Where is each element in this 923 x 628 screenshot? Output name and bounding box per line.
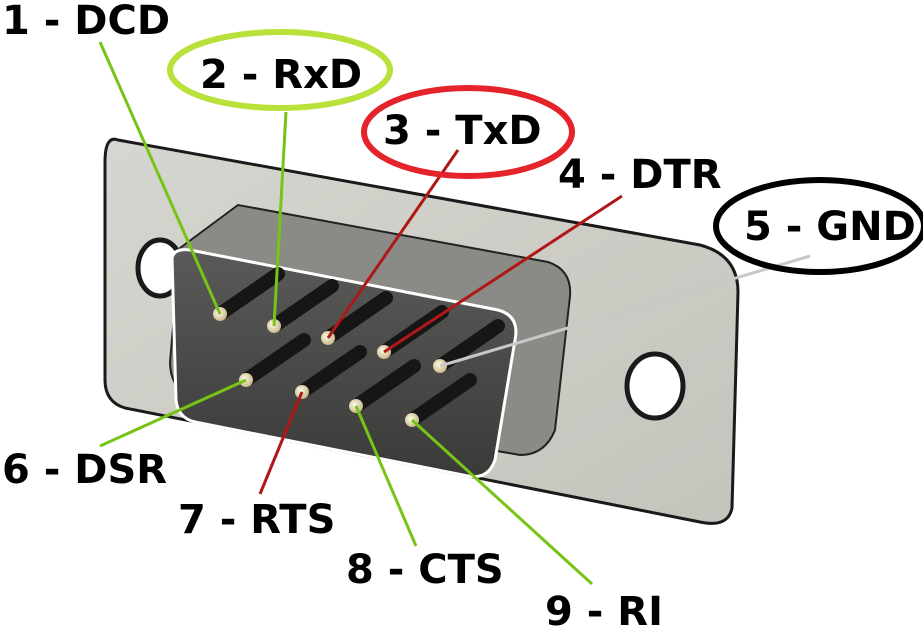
leader-lines <box>98 41 811 586</box>
highlight-rings <box>167 29 923 275</box>
pin-label-2: 2 - RxD <box>200 52 362 98</box>
pin-5-shaft <box>433 319 505 373</box>
highlight-ring-pin-2 <box>167 29 393 111</box>
pin-label-9: 9 - RI <box>545 589 663 628</box>
pin-2-shaft <box>267 279 339 333</box>
pin-label-6: 6 - DSR <box>2 447 167 493</box>
pin-label-7: 7 - RTS <box>178 497 335 543</box>
pin-label-8: 8 - CTS <box>346 547 504 593</box>
leader-line-pin-3 <box>326 149 460 339</box>
leader-line-pin-7 <box>258 391 304 495</box>
leader-line-pin-6 <box>99 378 247 448</box>
highlight-ring-pin-5 <box>713 177 923 275</box>
leader-line-pin-4 <box>383 194 623 354</box>
pin-label-4: 4 - DTR <box>558 152 722 198</box>
pin-label-5: 5 - GND <box>744 204 916 250</box>
leader-line-pin-9 <box>410 418 594 586</box>
leader-line-pin-1 <box>98 41 222 315</box>
leader-line-pin-5 <box>439 254 811 368</box>
pin-6-shaft <box>239 333 311 387</box>
pin-9-shaft <box>405 373 477 427</box>
leader-line-pin-8 <box>354 405 418 547</box>
pin-1-shaft <box>213 267 285 321</box>
leader-line-pin-2 <box>272 111 288 327</box>
pin-7-shaft <box>295 345 367 399</box>
screw-hole-right <box>624 351 686 421</box>
pin-label-3: 3 - TxD <box>383 108 542 154</box>
highlight-ring-pin-3 <box>361 85 575 179</box>
pin-label-1: 1 - DCD <box>2 0 170 44</box>
pin-8-shaft <box>349 359 421 413</box>
pin-3-shaft <box>321 291 393 345</box>
